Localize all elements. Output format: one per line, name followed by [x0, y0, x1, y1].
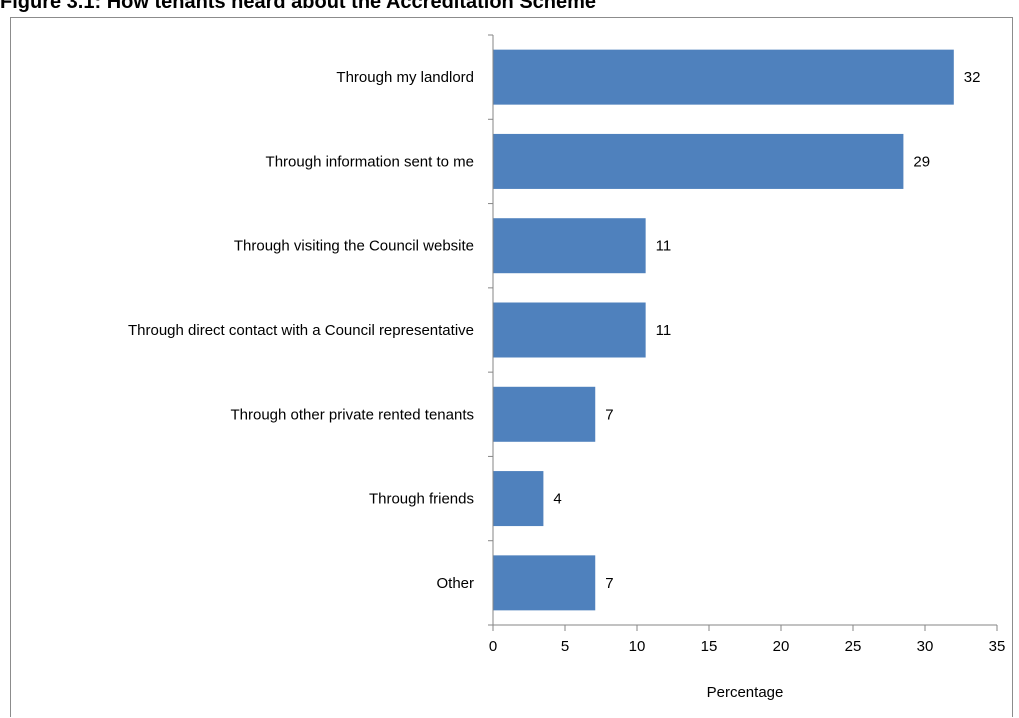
x-tick-label-1: 5 [561, 638, 569, 655]
category-label-4: Through other private rented tenants [231, 406, 475, 423]
bar-0 [493, 49, 954, 105]
chart-frame [10, 17, 1013, 717]
x-axis-title: Percentage [707, 684, 784, 701]
bar-6 [493, 555, 596, 611]
bar-5 [493, 471, 544, 527]
labels-layer: Through my landlord 32 Through information… [128, 69, 1005, 701]
x-tick-label-0: 0 [489, 638, 497, 655]
bar-4 [493, 386, 596, 442]
data-label-6: 7 [605, 575, 613, 592]
x-tick-label-5: 25 [845, 638, 862, 655]
category-label-1: Through information sent to me [266, 153, 474, 170]
category-label-2: Through visiting the Council website [234, 238, 474, 255]
data-label-4: 7 [605, 406, 613, 423]
x-tick-label-7: 35 [989, 638, 1006, 655]
bar-2 [493, 218, 646, 274]
category-label-5: Through friends [369, 491, 474, 508]
data-label-5: 4 [553, 491, 561, 508]
bar-3 [493, 302, 646, 358]
category-label-0: Through my landlord [336, 69, 474, 86]
figure-title: Figure 3.1: How tenants heard about the … [0, 0, 597, 13]
x-tick-label-2: 10 [629, 638, 646, 655]
bars-layer [493, 49, 954, 611]
category-label-6: Other [436, 575, 474, 592]
bar-1 [493, 133, 904, 189]
data-label-0: 32 [964, 69, 981, 86]
data-label-2: 11 [656, 238, 672, 255]
data-label-3: 11 [656, 322, 672, 339]
category-label-3: Through direct contact with a Council re… [128, 322, 474, 339]
data-label-1: 29 [913, 153, 930, 170]
axes-layer [488, 34, 998, 631]
x-tick-label-3: 15 [701, 638, 718, 655]
x-tick-label-4: 20 [773, 638, 790, 655]
x-tick-label-6: 30 [917, 638, 934, 655]
